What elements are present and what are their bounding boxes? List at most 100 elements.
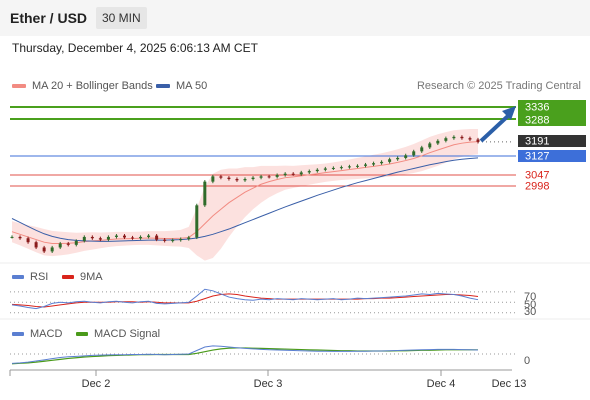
candle-body (106, 236, 110, 240)
price-series (11, 141, 512, 245)
candle-body (171, 240, 175, 242)
legend-ma20-swatch (12, 84, 26, 89)
candle-body (219, 176, 223, 178)
candle-body (179, 239, 183, 241)
candle-body (468, 138, 472, 140)
candle-body (388, 159, 392, 162)
forecast-arrow-shaft (479, 113, 511, 143)
candle-body (436, 140, 440, 144)
candle-body (90, 236, 94, 239)
candle-body (476, 139, 480, 142)
candle-body (380, 161, 384, 164)
x-tick-label-dec4: Dec 4 (427, 378, 456, 390)
candle-body (396, 157, 400, 160)
candle-body (355, 165, 359, 167)
interval-selector[interactable]: 30 MIN (96, 7, 147, 29)
level-tag-3047: 3047 (525, 170, 549, 182)
resistance-tag-block (518, 100, 586, 126)
level-tag-3127: 3127 (525, 151, 549, 163)
candle-body (122, 235, 126, 238)
rsi-level-70: 70 (524, 291, 536, 303)
candle-body (404, 155, 408, 158)
candle-body (50, 247, 54, 252)
candle-body (18, 236, 22, 239)
candle-body (428, 143, 432, 148)
x-tick-label-dec13: Dec 13 (492, 378, 527, 390)
legend-rsi-swatch (12, 275, 24, 280)
rsi-level-30: 30 (524, 306, 536, 318)
legend-ma50: MA 50 (156, 80, 207, 92)
legend-ma20-label: MA 20 + Bollinger Bands (32, 80, 153, 92)
candle-body (339, 167, 343, 169)
candle-body (267, 176, 271, 178)
level-tag-bg-3127 (518, 150, 586, 162)
candle-body (275, 175, 279, 177)
candle-body (42, 247, 46, 252)
candle-body (347, 166, 351, 168)
legend-rsi: RSI (12, 271, 48, 283)
candle-body (235, 179, 239, 181)
header-bar: Ether / USD 30 MIN (0, 0, 590, 36)
candle-body (460, 136, 464, 139)
candle-body (323, 168, 327, 170)
ma50-line (11, 157, 479, 242)
legend-rsi-ma: 9MA (62, 271, 103, 283)
price-candles (10, 135, 480, 253)
level-tag-3191: 3191 (525, 136, 549, 148)
legend-macd-signal: MACD Signal (76, 328, 160, 340)
legend-ma50-swatch (156, 84, 170, 89)
candle-body (420, 147, 424, 152)
candle-body (74, 240, 78, 245)
candle-body (444, 138, 448, 141)
candle-body (34, 242, 38, 248)
level-tag-2998: 2998 (525, 181, 549, 193)
candle-body (26, 238, 30, 243)
candle-body (10, 236, 14, 238)
legend-rsi-ma-swatch (62, 275, 74, 280)
candle-body (243, 179, 247, 181)
candle-body (364, 164, 368, 166)
candle-body (82, 236, 86, 241)
candle-body (211, 176, 215, 182)
candle-body (163, 239, 167, 241)
candle-body (251, 177, 255, 179)
candle-body (58, 243, 62, 248)
candle-body (66, 243, 70, 245)
level-tag-3336: 3336 (525, 102, 549, 114)
legend-macd-signal-swatch (76, 332, 88, 337)
candle-body (195, 205, 199, 238)
rsi-line (11, 288, 479, 310)
macd-panel (10, 345, 515, 365)
candle-body (412, 151, 416, 156)
candle-body (452, 136, 456, 139)
candle-body (131, 237, 135, 239)
x-tick-label-dec3: Dec 3 (254, 378, 283, 390)
candle-body (98, 238, 102, 240)
research-credit: Research © 2025 Trading Central (416, 80, 581, 92)
candle-body (299, 172, 303, 175)
candle-body (147, 235, 151, 237)
level-tag-bg-3191 (518, 135, 586, 147)
level-tag-3288: 3288 (525, 115, 549, 127)
candle-body (331, 167, 335, 169)
legend-ma50-label: MA 50 (176, 80, 208, 92)
forecast-arrow-head (502, 106, 516, 120)
candle-body (259, 176, 263, 178)
candle-body (139, 236, 143, 239)
rsi-level-50: 50 (524, 299, 536, 311)
candle-body (187, 237, 191, 240)
instrument-title: Ether / USD (10, 10, 88, 26)
candle-body (283, 173, 287, 176)
candle-body (315, 169, 319, 172)
macd-level-0: 0 (524, 355, 530, 367)
candle-body (227, 177, 231, 179)
candle-body (372, 163, 376, 165)
candle-body (114, 235, 118, 237)
rsi-panel (10, 288, 515, 314)
legend-ma20: MA 20 + Bollinger Bands (12, 80, 153, 92)
bollinger-band (12, 128, 478, 261)
x-tick-label-dec2: Dec 2 (82, 378, 111, 390)
bollinger-band-area (12, 128, 478, 261)
